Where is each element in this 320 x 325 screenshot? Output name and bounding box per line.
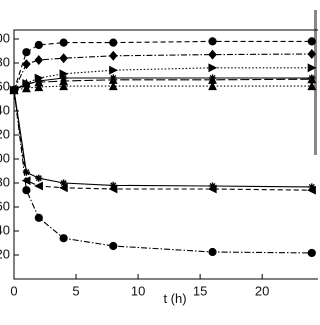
- marker: [21, 83, 31, 93]
- marker: [59, 53, 68, 64]
- x-tick-label: 10: [131, 283, 145, 298]
- marker: [59, 234, 68, 243]
- marker: [60, 179, 68, 187]
- series-line: [13, 85, 312, 91]
- marker: [109, 181, 117, 189]
- y-tick-label: 140: [0, 102, 10, 117]
- y-tick-label: 180: [0, 54, 10, 69]
- series-line: [13, 89, 312, 254]
- marker: [108, 81, 118, 91]
- plot-frame: [13, 29, 318, 280]
- marker: [59, 81, 69, 91]
- marker: [108, 184, 118, 194]
- marker: [22, 168, 31, 176]
- marker: [9, 85, 19, 95]
- series-line: [13, 53, 312, 91]
- marker: [207, 184, 217, 194]
- marker: [307, 81, 317, 91]
- marker: [109, 38, 118, 47]
- marker: [307, 63, 317, 73]
- marker: [307, 49, 317, 59]
- x-tick-label: 15: [193, 283, 207, 298]
- y-tick-label: 160: [0, 78, 10, 93]
- marker: [34, 213, 43, 222]
- y-tick-label: 40: [0, 222, 10, 237]
- x-tick-label: 0: [10, 283, 17, 298]
- y-tick-label: 120: [0, 126, 10, 141]
- marker: [34, 55, 44, 65]
- marker: [208, 182, 217, 190]
- marker: [307, 185, 316, 195]
- x-axis-label: t (h): [163, 291, 186, 306]
- marker: [59, 38, 68, 47]
- marker: [208, 81, 217, 91]
- marker: [208, 247, 217, 257]
- marker: [109, 50, 118, 61]
- marker: [35, 174, 43, 182]
- x-tick-label: 5: [72, 283, 79, 298]
- marker: [34, 82, 44, 92]
- marker: [22, 48, 31, 57]
- marker: [208, 63, 218, 73]
- marker: [208, 49, 217, 60]
- marker: [208, 37, 217, 46]
- y-tick-label: 60: [0, 198, 10, 213]
- y-tick-label: 100: [0, 150, 10, 165]
- series-line: [13, 40, 312, 91]
- y-tick-label: 20: [0, 246, 10, 261]
- x-tick-label: 20: [255, 283, 269, 298]
- marker: [109, 241, 118, 251]
- marker: [34, 181, 43, 191]
- marker: [307, 248, 316, 258]
- marker: [21, 176, 31, 186]
- series-line: [13, 89, 312, 188]
- y-tick-label: 200: [0, 30, 10, 45]
- marker: [109, 65, 118, 75]
- marker: [58, 183, 68, 193]
- marker: [22, 186, 31, 195]
- marker: [34, 40, 43, 50]
- series-line: [13, 89, 312, 191]
- series-line: [13, 78, 312, 91]
- marker: [307, 37, 316, 46]
- marker: [22, 59, 31, 70]
- y-tick-label: 80: [0, 174, 10, 189]
- marker: [308, 183, 316, 191]
